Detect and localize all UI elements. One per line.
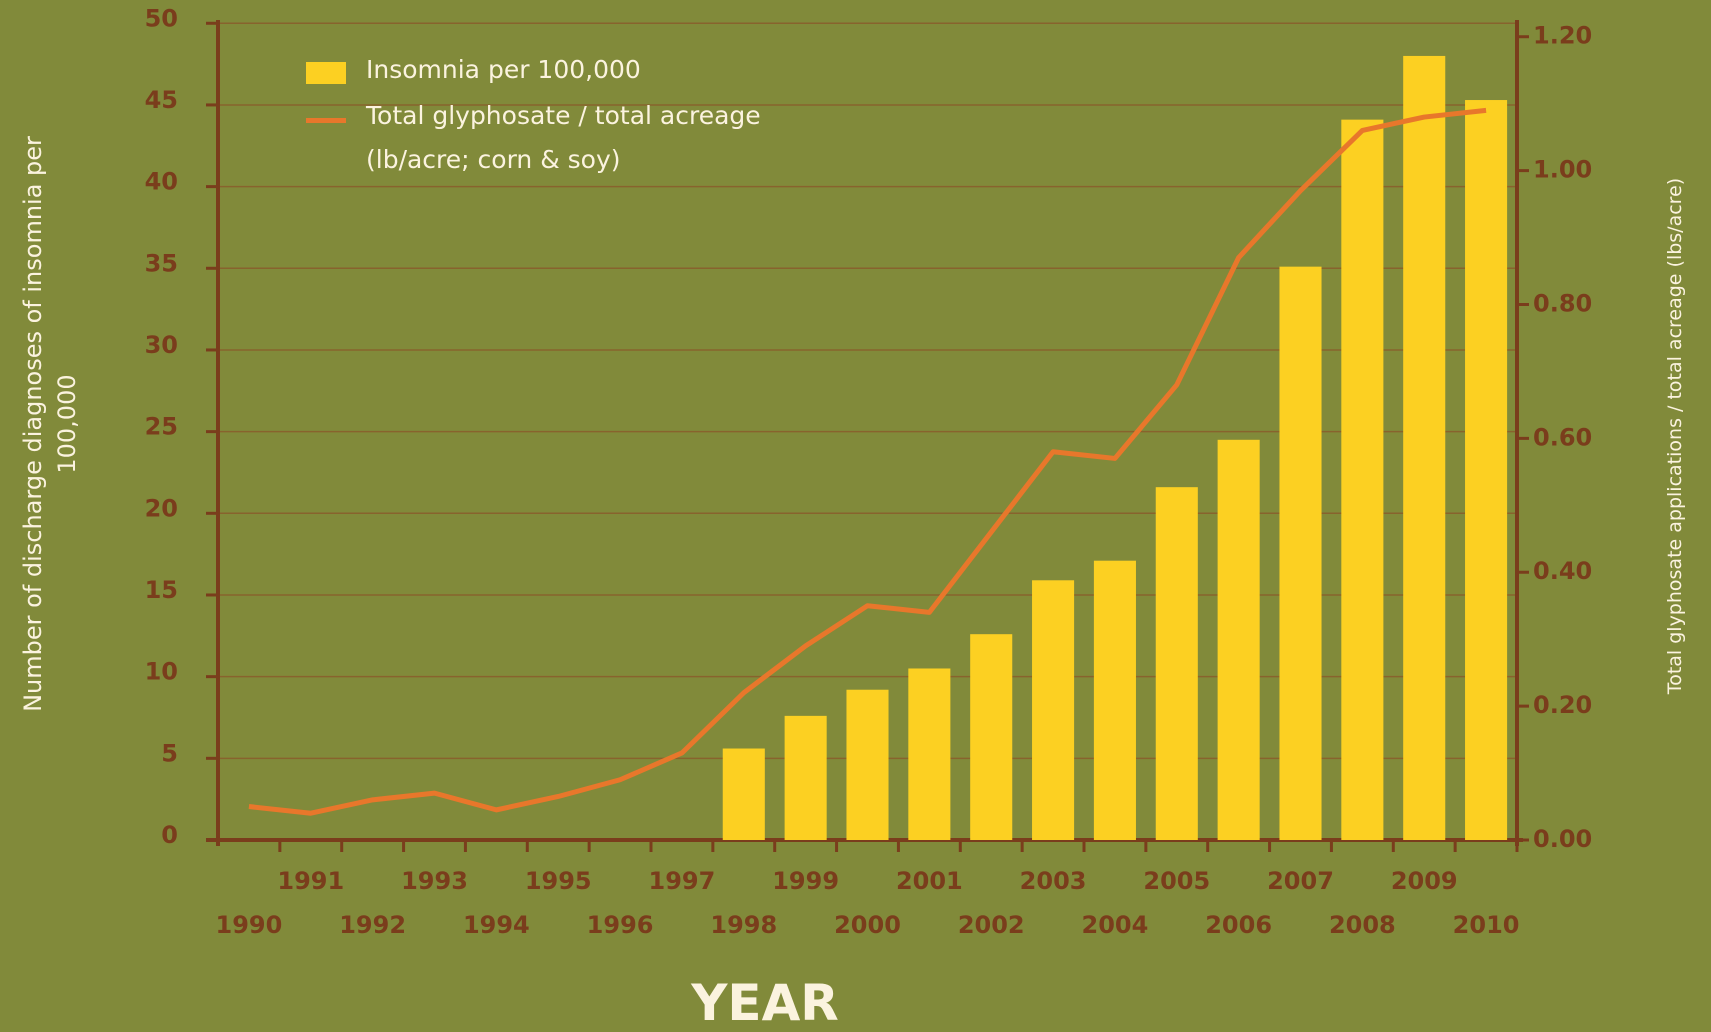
y-axis-title: Number of discharge diagnoses of insomni… [19,136,81,712]
x-tick-label: 2003 [1020,867,1087,895]
line [248,107,1487,816]
y2-axis-title: Total glyphosate applications / total ac… [1664,177,1686,695]
y-tick-label: 45 [145,86,178,114]
bar [1341,119,1384,841]
x-tick-label: 2009 [1391,867,1458,895]
x-tick-label: 2004 [1082,911,1149,939]
x-tick-label: 2000 [834,911,901,939]
bar [722,748,765,840]
y2-tick-label: 0.60 [1533,423,1592,451]
legend-item: Insomnia per 100,000 [298,55,806,92]
bar [1093,560,1136,840]
y2-tick-label: 1.20 [1533,22,1592,50]
bar [1155,487,1198,840]
x-tick-label: 1993 [401,867,468,895]
x-tick-label: 2005 [1143,867,1210,895]
bar [970,634,1013,840]
x-tick-label: 1990 [216,911,283,939]
x-tick-label: 1997 [649,867,716,895]
y-tick-label: 50 [145,4,178,32]
y2-tick-label: 0.20 [1533,691,1592,719]
x-tick-label: 2007 [1267,867,1334,895]
y-tick-label: 20 [145,494,178,522]
x-tick-label: 1994 [463,911,530,939]
bar [1279,266,1322,840]
x-tick-label: 1999 [772,867,839,895]
bar [1217,439,1260,840]
legend-label: Insomnia per 100,000 [366,55,641,84]
y-tick-label: 15 [145,576,178,604]
x-tick-label: 1996 [587,911,654,939]
legend-item: Total glyphosate / total acreage (lb/acr… [298,101,806,182]
legend-swatch [306,62,346,84]
x-axis-title: YEAR [691,974,839,1032]
x-tick-label: 1995 [525,867,592,895]
y2-tick-label: 0.00 [1533,825,1592,853]
y-tick-label: 30 [145,331,178,359]
y-tick-label: 10 [145,658,178,686]
legend-swatch [306,118,346,123]
bar [846,689,889,840]
x-tick-label: 1998 [710,911,777,939]
x-tick-label: 1991 [277,867,344,895]
x-tick-label: 2002 [958,911,1025,939]
bar [1465,100,1508,840]
bar [908,668,951,840]
x-tick-label: 2008 [1329,911,1396,939]
y-tick-label: 0 [161,821,178,849]
legend: Insomnia per 100,000 Total glyphosate / … [298,55,806,194]
x-tick-label: 2006 [1205,911,1272,939]
bar [784,715,827,840]
y2-tick-label: 1.00 [1533,156,1592,184]
x-tick-label: 2001 [896,867,963,895]
bar [1032,580,1075,840]
y-tick-label: 5 [161,739,178,767]
y-tick-label: 25 [145,413,178,441]
x-tick-label: 1992 [339,911,406,939]
y2-tick-label: 0.40 [1533,557,1592,585]
legend-label: Total glyphosate / total acreage (lb/acr… [366,101,761,174]
bar [1403,55,1446,840]
y-tick-label: 35 [145,249,178,277]
y-tick-label: 40 [145,168,178,196]
y2-tick-label: 0.80 [1533,289,1592,317]
x-tick-label: 2010 [1453,911,1520,939]
